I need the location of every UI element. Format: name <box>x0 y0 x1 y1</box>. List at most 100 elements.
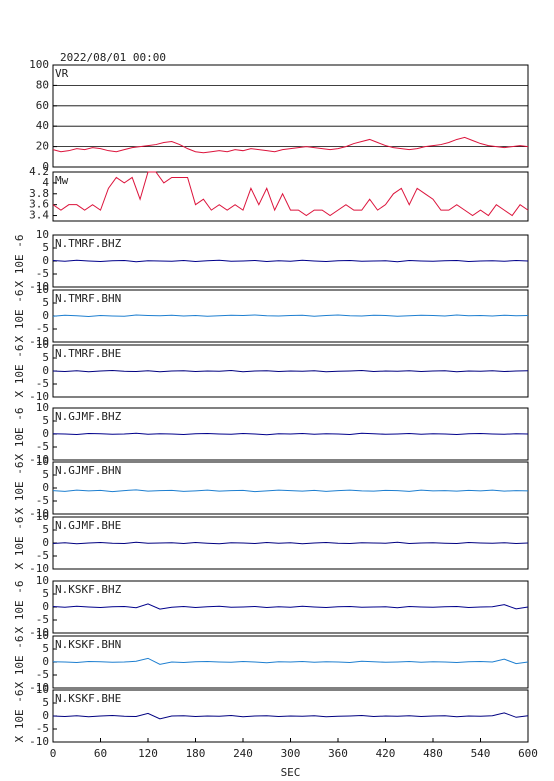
y-axis-label: X 10E -6 <box>13 462 26 515</box>
trace <box>52 259 529 263</box>
x-tick-label: 540 <box>471 747 491 760</box>
panel-label: VR <box>55 67 69 80</box>
y-tick-label: -10 <box>29 626 49 639</box>
trace <box>52 369 529 373</box>
y-tick-label: 0 <box>42 600 49 613</box>
y-tick-label: 5 <box>42 587 49 600</box>
panel-label: N.KSKF.BHN <box>55 638 121 651</box>
y-tick-label: 0 <box>42 536 49 549</box>
y-tick-label: 5 <box>42 696 49 709</box>
y-axis-label: X 10E -6 <box>13 408 26 461</box>
y-tick-label: 3.6 <box>29 198 49 211</box>
y-tick-label: 20 <box>36 140 49 153</box>
y-axis-label: X 10E -6 <box>13 636 26 689</box>
y-tick-label: 5 <box>42 351 49 364</box>
y-tick-label: -5 <box>36 613 49 626</box>
y-tick-label: 0 <box>42 309 49 322</box>
y-tick-label: 10 <box>36 338 49 351</box>
y-tick-label: -5 <box>36 722 49 735</box>
y-tick-label: 5 <box>42 468 49 481</box>
y-axis-label: X 10E -6 <box>13 690 26 743</box>
y-tick-label: 80 <box>36 78 49 91</box>
trace <box>52 657 529 665</box>
y-tick-label: 5 <box>42 523 49 536</box>
x-tick-label: 180 <box>186 747 206 760</box>
panel-label: N.TMRF.BHE <box>55 347 121 360</box>
y-tick-label: 10 <box>36 629 49 642</box>
panel-label: N.KSKF.BHZ <box>55 583 122 596</box>
x-tick-label: 360 <box>328 747 348 760</box>
trace <box>52 541 529 545</box>
chart-title: 2022/08/01 00:00 <box>60 51 166 64</box>
trace <box>52 171 529 217</box>
y-tick-label: -10 <box>29 390 49 403</box>
y-tick-label: 3.8 <box>29 187 49 200</box>
y-tick-label: 60 <box>36 99 49 112</box>
panel-label: N.KSKF.BHE <box>55 692 121 705</box>
y-tick-label: 4 <box>42 176 49 189</box>
y-tick-label: 5 <box>42 296 49 309</box>
y-tick-label: 10 <box>36 455 49 468</box>
x-tick-label: 420 <box>376 747 396 760</box>
x-axis-label: SEC <box>281 766 301 779</box>
y-axis-label: X 10E -6 <box>13 290 26 343</box>
y-tick-label: 0 <box>42 160 49 173</box>
x-tick-label: 300 <box>281 747 301 760</box>
y-tick-label: -10 <box>29 507 49 520</box>
x-tick-label: 120 <box>138 747 158 760</box>
trace <box>52 712 529 720</box>
y-tick-label: 3.4 <box>29 209 49 222</box>
panel-label: N.TMRF.BHZ <box>55 237 122 250</box>
y-tick-label: -5 <box>36 549 49 562</box>
y-tick-label: -10 <box>29 280 49 293</box>
y-tick-label: -5 <box>36 440 49 453</box>
y-axis-label: X 10E -6 <box>13 345 26 398</box>
y-tick-label: -10 <box>29 735 49 748</box>
y-tick-label: 10 <box>36 228 49 241</box>
trace <box>52 136 529 154</box>
y-tick-label: 10 <box>36 574 49 587</box>
trace <box>52 489 529 493</box>
y-tick-label: 0 <box>42 254 49 267</box>
y-tick-label: -10 <box>29 562 49 575</box>
panel-label: N.GJMF.BHZ <box>55 410 122 423</box>
y-tick-label: 10 <box>36 510 49 523</box>
panel-label: N.TMRF.BHN <box>55 292 121 305</box>
y-tick-label: 40 <box>36 119 49 132</box>
y-tick-label: -5 <box>36 267 49 280</box>
panel-label: Mw <box>55 174 69 187</box>
x-tick-label: 0 <box>50 747 57 760</box>
y-tick-label: -10 <box>29 681 49 694</box>
y-tick-label: 10 <box>36 683 49 696</box>
y-tick-label: 0 <box>42 709 49 722</box>
y-tick-label: 5 <box>42 642 49 655</box>
panel-label: N.GJMF.BHN <box>55 464 121 477</box>
trace <box>52 314 529 318</box>
y-tick-label: -10 <box>29 335 49 348</box>
y-tick-label: -5 <box>36 377 49 390</box>
y-tick-label: -5 <box>36 322 49 335</box>
trace <box>52 432 529 436</box>
panel-label: N.GJMF.BHE <box>55 519 121 532</box>
x-tick-label: 60 <box>94 747 107 760</box>
y-axis-label: X 10E -6 <box>13 581 26 634</box>
y-tick-label: 0 <box>42 364 49 377</box>
y-tick-label: 5 <box>42 241 49 254</box>
y-tick-label: -5 <box>36 668 49 681</box>
y-tick-label: 5 <box>42 414 49 427</box>
y-tick-label: 10 <box>36 283 49 296</box>
y-tick-label: 0 <box>42 655 49 668</box>
y-tick-label: 10 <box>36 401 49 414</box>
y-tick-label: 100 <box>29 58 49 71</box>
y-tick-label: -5 <box>36 494 49 507</box>
x-tick-label: 240 <box>233 747 253 760</box>
y-tick-label: 4.2 <box>29 165 49 178</box>
y-axis-label: X 10E -6 <box>13 235 26 288</box>
y-axis-label: X 10E -6 <box>13 517 26 570</box>
y-tick-label: -10 <box>29 453 49 466</box>
y-tick-label: 0 <box>42 481 49 494</box>
trace <box>52 603 529 610</box>
y-tick-label: 0 <box>42 427 49 440</box>
